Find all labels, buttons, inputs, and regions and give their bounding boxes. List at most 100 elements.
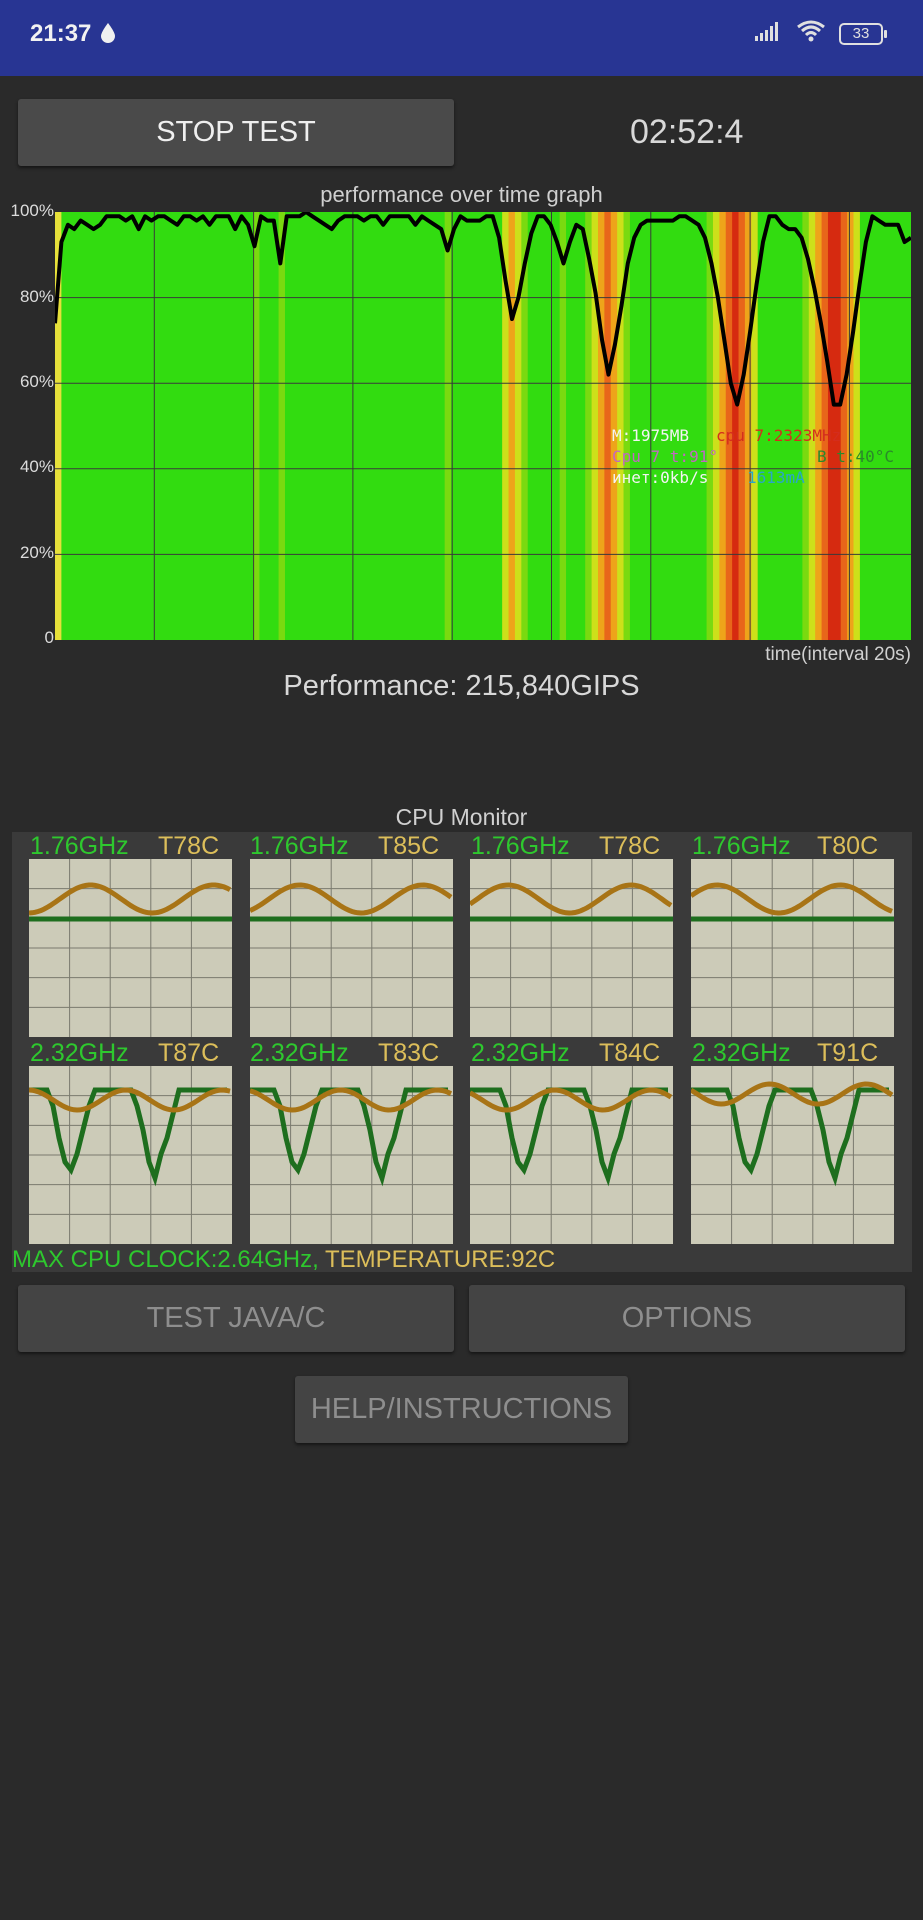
heat-strip xyxy=(866,212,874,640)
core-graph xyxy=(470,1066,673,1244)
heat-strip xyxy=(540,212,548,640)
heat-strip xyxy=(67,212,75,640)
heat-strip xyxy=(681,212,689,640)
heat-strip xyxy=(623,212,631,640)
core-freq: 2.32GHz xyxy=(692,1039,791,1067)
heat-strip xyxy=(687,212,695,640)
heat-strip xyxy=(796,212,804,640)
heat-strip xyxy=(355,212,363,640)
heat-strip xyxy=(444,212,452,640)
heat-strip xyxy=(770,212,778,640)
heat-strip xyxy=(406,212,414,640)
heat-strip xyxy=(425,212,433,640)
heat-strip xyxy=(840,212,848,640)
heat-strip xyxy=(655,212,663,640)
core-temp: T87C xyxy=(158,1039,220,1067)
heat-strip xyxy=(815,212,823,640)
stop-test-button[interactable]: STOP TEST xyxy=(18,99,454,166)
help-instructions-button[interactable]: HELP/INSTRUCTIONS xyxy=(295,1376,628,1443)
heat-strip xyxy=(706,212,714,640)
heat-strip xyxy=(751,212,759,640)
heat-strip xyxy=(572,212,580,640)
status-bar: 21:37 33 xyxy=(0,0,923,76)
overlay-network: инет:0kb/s xyxy=(612,468,709,487)
heat-strip xyxy=(342,212,350,640)
temperature-trace xyxy=(691,882,893,916)
heat-strip xyxy=(380,212,388,640)
heat-strip xyxy=(802,212,810,640)
heat-strip xyxy=(872,212,880,640)
core-graph xyxy=(691,859,894,1037)
heat-strip xyxy=(668,212,676,640)
heat-strip xyxy=(847,212,855,640)
heat-strip xyxy=(106,212,114,640)
frequency-trace xyxy=(250,1087,448,1187)
heat-strip xyxy=(310,212,318,640)
heat-strip xyxy=(483,212,491,640)
options-button[interactable]: OPTIONS xyxy=(469,1285,905,1352)
heat-strip xyxy=(374,212,382,640)
heat-strip xyxy=(827,212,836,640)
heat-strip xyxy=(163,212,171,640)
core-freq: 1.76GHz xyxy=(692,832,791,860)
heat-strip xyxy=(259,212,267,640)
heat-strip xyxy=(246,212,254,640)
heat-strip xyxy=(55,212,63,640)
heat-strip xyxy=(316,212,325,640)
temperature-trace xyxy=(691,1081,894,1107)
heat-strip xyxy=(629,212,638,640)
overlay-memory: M:1975MB xyxy=(612,426,690,445)
heat-strip xyxy=(387,212,395,640)
graph-title: performance over time graph xyxy=(320,182,603,207)
heat-strip xyxy=(457,212,465,640)
temperature-trace xyxy=(470,1087,673,1113)
heat-strip xyxy=(336,212,344,640)
heat-strip xyxy=(725,212,733,640)
y-tick-label: 60% xyxy=(19,372,54,391)
performance-graph: M:1975MB cpu 7:2323MHz Cpu 7 t:91° B t:4… xyxy=(55,212,911,640)
heat-strip xyxy=(412,212,420,640)
heat-strip xyxy=(176,212,184,640)
heat-strip xyxy=(553,212,561,640)
heat-strip xyxy=(138,212,146,640)
heat-strip xyxy=(898,212,906,640)
battery-icon: 33 xyxy=(839,22,887,45)
heat-strip xyxy=(617,212,625,640)
heat-strip xyxy=(182,212,190,640)
core-temp: T80C xyxy=(817,832,879,860)
core-temp: T83C xyxy=(378,1039,440,1067)
core-temp: T78C xyxy=(158,832,220,860)
heat-strip xyxy=(253,212,261,640)
heat-strip xyxy=(470,212,478,640)
y-tick-label: 0 xyxy=(44,628,54,647)
heat-strip xyxy=(393,212,401,640)
heat-strip xyxy=(431,212,440,640)
test-timer: 02:52:4 xyxy=(630,113,744,151)
heat-strip xyxy=(157,212,165,640)
heat-strip xyxy=(221,212,229,640)
max-cpu-summary: MAX CPU CLOCK:2.64GHz, TEMPERATURE:92C xyxy=(12,1246,555,1274)
heat-strip xyxy=(112,212,120,640)
heat-strip xyxy=(361,212,369,640)
core-temp: T91C xyxy=(817,1039,879,1067)
y-tick-label: 100% xyxy=(10,201,54,220)
status-time: 21:37 xyxy=(30,20,92,47)
overlay-battery-temp: B t:40°C xyxy=(817,447,895,466)
test-java-c-button[interactable]: TEST JAVA/C xyxy=(18,1285,454,1352)
heat-strip xyxy=(904,212,911,640)
heat-strip xyxy=(764,212,772,640)
heat-strip xyxy=(604,212,612,640)
heat-strip xyxy=(744,212,753,640)
heat-strip xyxy=(201,212,210,640)
heat-strip xyxy=(80,212,88,640)
temperature-trace xyxy=(29,1087,231,1113)
heat-strip xyxy=(291,212,299,640)
heat-strip xyxy=(93,212,101,640)
heat-strip xyxy=(610,212,618,640)
heat-strip xyxy=(738,212,746,640)
temperature-trace xyxy=(250,1087,453,1113)
core-temp: T84C xyxy=(599,1039,661,1067)
core-graph xyxy=(250,1066,453,1244)
x-axis-label: time(interval 20s) xyxy=(765,644,911,665)
heat-strip xyxy=(125,212,133,640)
